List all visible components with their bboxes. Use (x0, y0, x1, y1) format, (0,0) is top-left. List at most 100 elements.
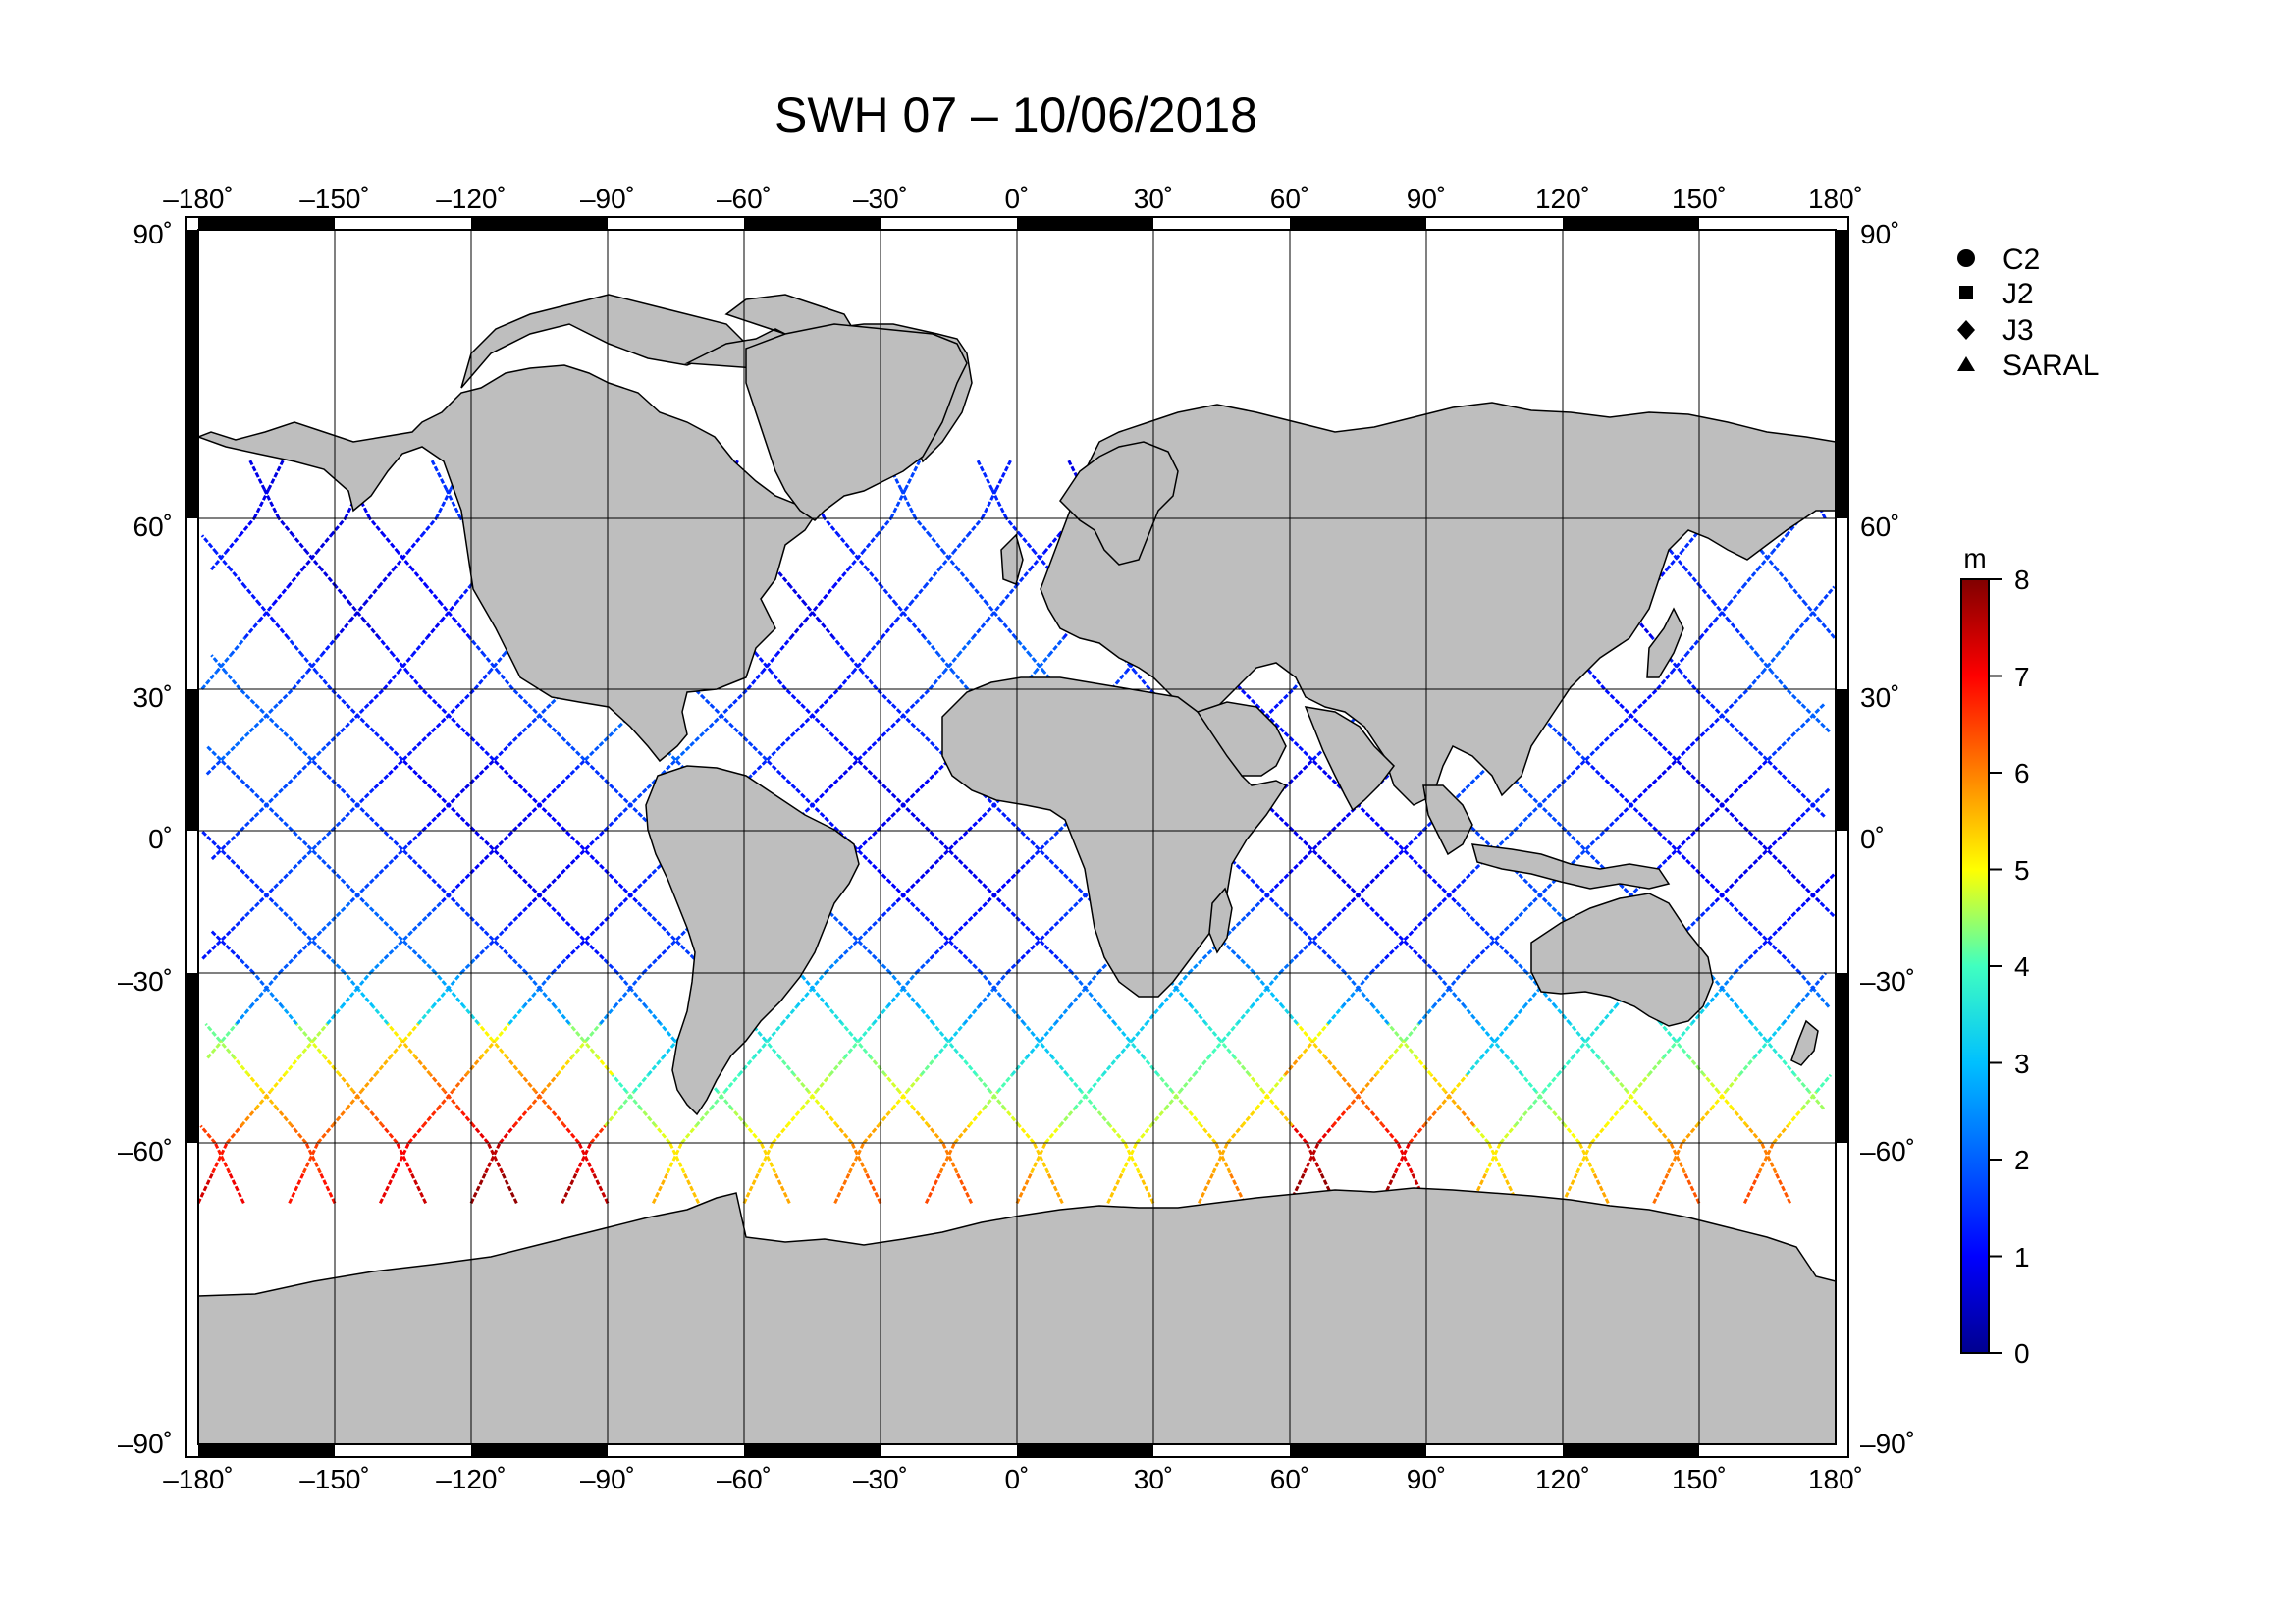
southeast-asia-land (1422, 784, 1473, 856)
track-segment (426, 900, 444, 918)
track-segment (431, 989, 449, 1008)
track-segment (928, 829, 945, 846)
border-band-top (471, 217, 608, 230)
track-segment (353, 488, 372, 519)
track-segment (1085, 989, 1102, 1008)
lon-tick-bottom: 30˚ (1134, 1464, 1173, 1494)
track-segment (857, 744, 874, 762)
border-band-right (1836, 230, 1848, 518)
track-segment (1578, 843, 1596, 861)
track-segment (1068, 989, 1086, 1008)
lat-tick-left: –60˚ (118, 1136, 173, 1166)
track-segment (582, 1040, 600, 1059)
track-segment (199, 1124, 217, 1144)
track-segment (814, 786, 830, 804)
track-segment (913, 815, 931, 833)
track-segment (200, 534, 218, 554)
track-segment (315, 534, 333, 554)
track-segment (563, 829, 581, 846)
track-segment (774, 568, 792, 588)
track-segment (420, 517, 438, 537)
track-segment (1789, 620, 1807, 639)
track-segment (261, 1091, 279, 1110)
track-segment (1014, 914, 1031, 932)
track-segment (876, 815, 893, 833)
track-segment (1804, 603, 1822, 622)
track-segment (774, 1172, 791, 1205)
track-segment (409, 1172, 428, 1205)
track-segment (493, 744, 510, 762)
track-segment (1046, 1172, 1064, 1205)
track-segment (1751, 744, 1769, 762)
track-segment (961, 1056, 978, 1076)
track-segment (200, 671, 218, 690)
track-segment (682, 1172, 701, 1205)
track-segment (1239, 957, 1255, 975)
track-segment (1584, 744, 1602, 762)
track-segment (463, 730, 481, 747)
track-segment (842, 758, 860, 776)
track-segment (1303, 1142, 1320, 1174)
track-segment (823, 687, 840, 705)
track-segment (1577, 1142, 1596, 1174)
track-segment (451, 1073, 468, 1094)
track-segment (397, 551, 414, 571)
track-segment (1786, 1108, 1803, 1127)
track-segment (1392, 929, 1410, 947)
colorbar-tick-label: 8 (2014, 565, 2030, 595)
track-segment (248, 460, 266, 491)
track-segment (919, 773, 936, 789)
track-segment (483, 843, 501, 861)
track-segment (1413, 914, 1429, 932)
track-segment (1363, 900, 1380, 918)
track-segment (1346, 1091, 1363, 1110)
track-segment (717, 1091, 734, 1110)
track-segment (420, 687, 438, 705)
track-segment (924, 636, 940, 657)
scandinavia-land (1059, 441, 1179, 566)
track-segment (368, 687, 386, 705)
track-segment (249, 989, 267, 1008)
track-segment (252, 488, 270, 519)
track-segment (884, 786, 902, 804)
track-segment (324, 1056, 342, 1076)
track-segment (445, 702, 462, 719)
track-segment (1809, 702, 1827, 719)
track-segment (1599, 1005, 1617, 1025)
track-segment (1296, 1022, 1313, 1043)
track-segment (890, 1091, 908, 1110)
track-segment (855, 1040, 873, 1059)
track-segment (1684, 636, 1702, 657)
track-segment (1684, 568, 1702, 588)
track-segment (1526, 801, 1544, 818)
track-segment (353, 702, 371, 719)
lon-tick-bottom: 0˚ (1005, 1464, 1030, 1494)
track-segment (751, 744, 768, 762)
track-segment (579, 929, 597, 947)
track-segment (386, 1022, 403, 1043)
track-segment (1540, 989, 1558, 1008)
track-segment (1681, 829, 1697, 846)
track-segment (1226, 1124, 1244, 1144)
track-segment (708, 702, 725, 719)
track-segment (1799, 801, 1817, 818)
track-segment (1789, 872, 1807, 890)
lon-tick-bottom: –120˚ (436, 1464, 507, 1494)
track-segment (779, 730, 797, 747)
track-segment (254, 1091, 272, 1110)
track-segment (319, 1172, 337, 1205)
track-segment (499, 1124, 515, 1144)
track-segment (1255, 1091, 1272, 1110)
track-segment (1661, 758, 1679, 776)
track-segment (1717, 1091, 1735, 1110)
track-segment (1039, 1022, 1056, 1043)
track-segment (1336, 900, 1353, 918)
track-segment (808, 801, 826, 818)
track-segment (1714, 886, 1732, 903)
track-segment (937, 551, 955, 571)
track-segment (286, 914, 303, 932)
track-segment (1713, 603, 1731, 622)
lon-tick-top: 30˚ (1134, 184, 1173, 214)
